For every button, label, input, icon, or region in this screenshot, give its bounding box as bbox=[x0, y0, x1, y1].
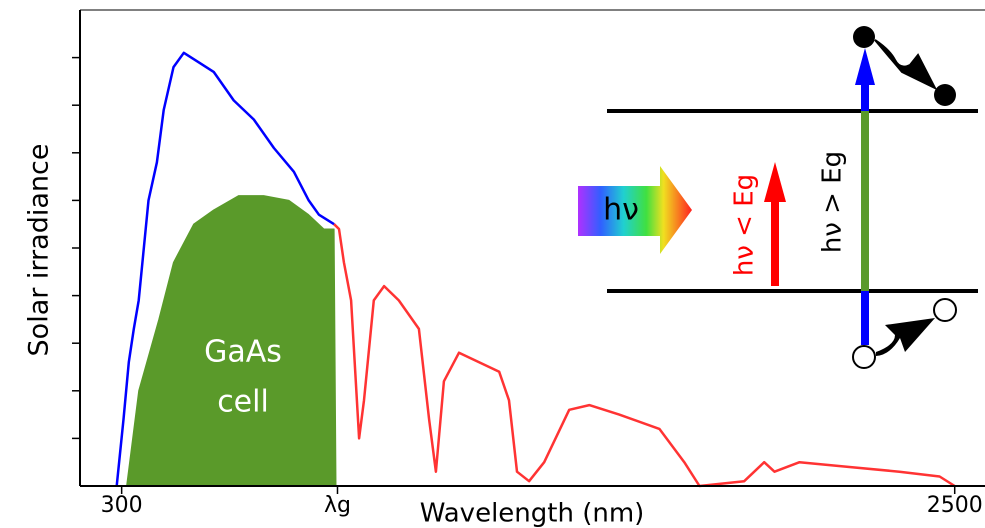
x-tick-label: λg bbox=[324, 493, 351, 518]
red-arrowhead bbox=[764, 162, 786, 202]
x-axis-label: Wavelength (nm) bbox=[420, 499, 645, 528]
hole bbox=[933, 298, 957, 322]
line bbox=[115, 51, 335, 487]
inset-label: hν < Eg bbox=[730, 174, 760, 276]
line bbox=[333, 223, 956, 488]
electron bbox=[934, 84, 956, 106]
area bbox=[126, 195, 337, 487]
hole bbox=[852, 345, 876, 369]
inset-label: hν > Eg bbox=[818, 151, 848, 253]
move-arrow bbox=[874, 39, 938, 91]
photon-label: hν bbox=[603, 193, 639, 228]
electron bbox=[853, 26, 875, 48]
annotation: GaAs bbox=[204, 335, 282, 370]
x-tick-label: 300 bbox=[101, 493, 143, 518]
move-arrow bbox=[876, 318, 935, 356]
blue-arrowhead bbox=[855, 48, 875, 85]
photon-arrow bbox=[578, 166, 692, 254]
annotation: cell bbox=[217, 385, 269, 420]
band-diagram: hν hν < Eg hν > Eg bbox=[578, 26, 978, 369]
y-axis-label: Solar irradiance bbox=[24, 144, 55, 357]
x-tick-label: 2500 bbox=[927, 493, 983, 518]
plot-area bbox=[115, 51, 956, 488]
